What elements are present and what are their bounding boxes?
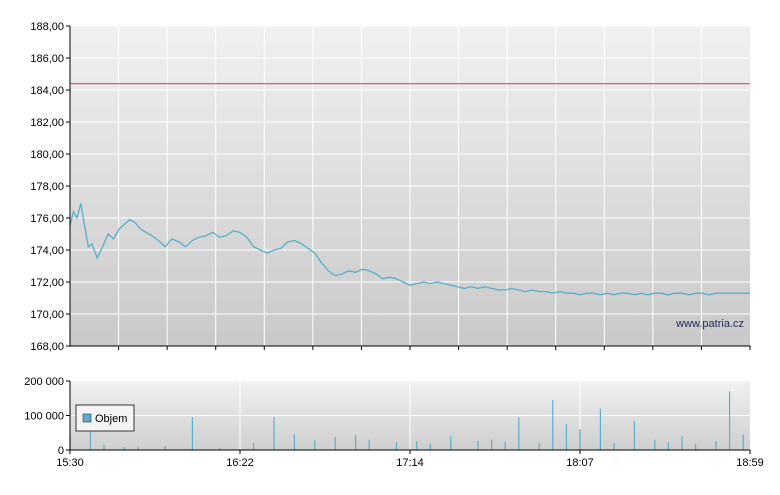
price-y-tick-label: 184,00 bbox=[30, 85, 64, 97]
price-y-tick-label: 172,00 bbox=[30, 277, 64, 289]
watermark: www.patria.cz bbox=[675, 318, 744, 330]
price-y-tick-label: 168,00 bbox=[30, 341, 64, 353]
volume-bar bbox=[395, 442, 397, 450]
volume-x-tick-label: 17:14 bbox=[396, 457, 424, 469]
volume-bar bbox=[715, 441, 717, 450]
price-y-tick-label: 176,00 bbox=[30, 213, 64, 225]
volume-bar bbox=[552, 400, 554, 450]
legend-swatch bbox=[82, 413, 92, 423]
volume-bar bbox=[164, 445, 166, 450]
volume-bar bbox=[253, 443, 255, 450]
volume-bar bbox=[491, 439, 493, 450]
volume-bar bbox=[742, 434, 744, 450]
volume-bar bbox=[429, 443, 431, 450]
volume-grid bbox=[70, 380, 750, 450]
volume-bar bbox=[293, 434, 295, 450]
volume-y-tick-label: 200 000 bbox=[24, 376, 64, 388]
volume-bar bbox=[450, 436, 452, 450]
volume-y-tick-label: 0 bbox=[58, 445, 64, 457]
volume-x-tick-label: 18:59 bbox=[736, 457, 764, 469]
volume-y-tick-label: 100 000 bbox=[24, 411, 64, 423]
volume-bar bbox=[191, 417, 193, 450]
volume-bar bbox=[477, 441, 479, 450]
volume-bar bbox=[613, 443, 615, 450]
volume-bar bbox=[355, 435, 357, 450]
volume-bar bbox=[314, 440, 316, 450]
price-series-line bbox=[69, 203, 750, 296]
volume-bar bbox=[89, 417, 91, 450]
volume-bar bbox=[137, 446, 139, 450]
volume-x-tick-label: 15:30 bbox=[56, 457, 84, 469]
volume-bar bbox=[103, 444, 105, 450]
legend-label: Objem bbox=[95, 413, 127, 425]
price-y-tick-label: 180,00 bbox=[30, 149, 64, 161]
volume-bar bbox=[681, 436, 683, 450]
volume-bar bbox=[654, 439, 656, 450]
volume-bar bbox=[579, 429, 581, 450]
volume-bar bbox=[633, 420, 635, 450]
volume-legend: Objem bbox=[75, 404, 135, 432]
volume-bar bbox=[599, 408, 601, 450]
volume-bar bbox=[334, 436, 336, 450]
price-y-tick-label: 178,00 bbox=[30, 181, 64, 193]
price-y-tick-label: 188,00 bbox=[30, 21, 64, 33]
volume-bar bbox=[565, 424, 567, 450]
volume-bar bbox=[729, 391, 731, 450]
volume-bar bbox=[273, 417, 275, 450]
volume-bar bbox=[667, 442, 669, 450]
price-y-tick-label: 182,00 bbox=[30, 117, 64, 129]
price-y-tick-label: 186,00 bbox=[30, 53, 64, 65]
price-y-tick-label: 170,00 bbox=[30, 309, 64, 321]
volume-bar bbox=[416, 441, 418, 450]
volume-bar bbox=[123, 447, 125, 450]
price-x-ticks bbox=[118, 346, 751, 350]
volume-x-tick-label: 16:22 bbox=[226, 457, 254, 469]
volume-bar bbox=[368, 439, 370, 450]
volume-bar bbox=[538, 443, 540, 450]
volume-x-tick-labels: 15:30 16:22 17:14 18:07 18:59 bbox=[56, 450, 764, 469]
volume-bar bbox=[219, 447, 221, 450]
price-y-tick-label: 174,00 bbox=[30, 245, 64, 257]
volume-x-tick-label: 18:07 bbox=[566, 457, 594, 469]
price-y-tick-labels: 168,00 170,00 172,00 174,00 176,00 178,00 180,… bbox=[30, 21, 70, 353]
volume-bar bbox=[504, 441, 506, 450]
volume-y-tick-labels: 0 100 000 200 000 bbox=[24, 376, 70, 457]
volume-bar bbox=[695, 443, 697, 450]
volume-bar bbox=[518, 417, 520, 450]
